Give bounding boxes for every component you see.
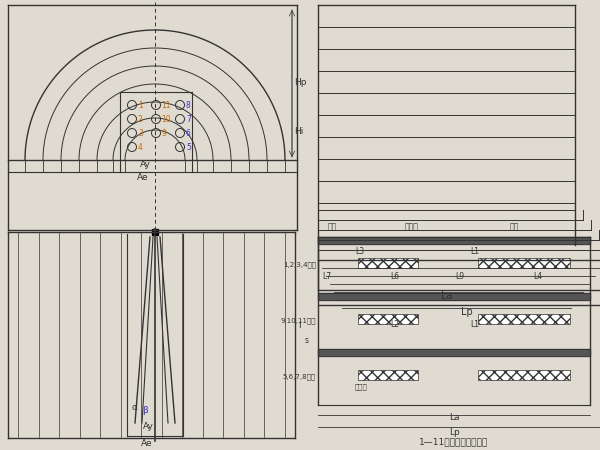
Text: L4: L4 [533, 272, 542, 281]
Text: L3: L3 [355, 247, 364, 256]
Text: 炮层: 炮层 [328, 222, 337, 231]
Text: 11: 11 [161, 101, 170, 110]
Text: Hi: Hi [294, 127, 304, 136]
Bar [152, 229, 158, 235]
Bar [358, 314, 418, 324]
Text: L1: L1 [470, 247, 479, 256]
Text: La: La [449, 413, 460, 422]
Text: 10: 10 [161, 115, 170, 124]
Text: L7: L7 [322, 272, 331, 281]
Text: α: α [131, 403, 137, 412]
Text: 5: 5 [186, 143, 191, 152]
Text: β: β [142, 406, 148, 415]
Text: 7: 7 [186, 115, 191, 124]
Text: 水炮层: 水炮层 [405, 222, 419, 231]
Text: 1—11号炮眼装药结构图: 1—11号炮眼装药结构图 [419, 437, 488, 446]
Text: L6: L6 [390, 272, 399, 281]
Text: 水炮层: 水炮层 [355, 383, 368, 390]
Text: 3: 3 [138, 129, 143, 138]
Text: La: La [442, 291, 453, 301]
Text: 9: 9 [161, 129, 166, 138]
Text: L1: L1 [470, 320, 479, 328]
Bar [318, 349, 590, 356]
Text: 炮层: 炮层 [510, 222, 519, 231]
Text: 9,10,11号炮: 9,10,11号炮 [281, 318, 316, 324]
Text: 2: 2 [138, 115, 143, 124]
Text: Lp: Lp [461, 307, 473, 317]
Text: Hp: Hp [294, 78, 307, 87]
Text: L9: L9 [455, 272, 464, 281]
Bar [358, 370, 418, 380]
Text: 6: 6 [186, 129, 191, 138]
Bar [478, 314, 570, 324]
Text: L2: L2 [390, 320, 399, 328]
Text: Ae: Ae [137, 173, 149, 182]
Bar [358, 258, 418, 268]
Text: 1: 1 [138, 101, 143, 110]
Text: Ay: Ay [143, 422, 154, 431]
Text: Ay: Ay [140, 160, 151, 169]
Text: 5,6,7,8号炮: 5,6,7,8号炮 [283, 374, 316, 380]
Bar [318, 293, 590, 300]
Text: 4: 4 [138, 143, 143, 152]
Text: 8: 8 [186, 101, 191, 110]
Text: Ae: Ae [141, 439, 152, 448]
Bar [318, 237, 590, 244]
Text: s: s [305, 336, 309, 345]
Text: Lp: Lp [449, 428, 460, 437]
Bar [478, 370, 570, 380]
Bar [478, 258, 570, 268]
Text: 1,2,3,4号炮: 1,2,3,4号炮 [283, 262, 316, 268]
Text: l: l [298, 321, 301, 330]
